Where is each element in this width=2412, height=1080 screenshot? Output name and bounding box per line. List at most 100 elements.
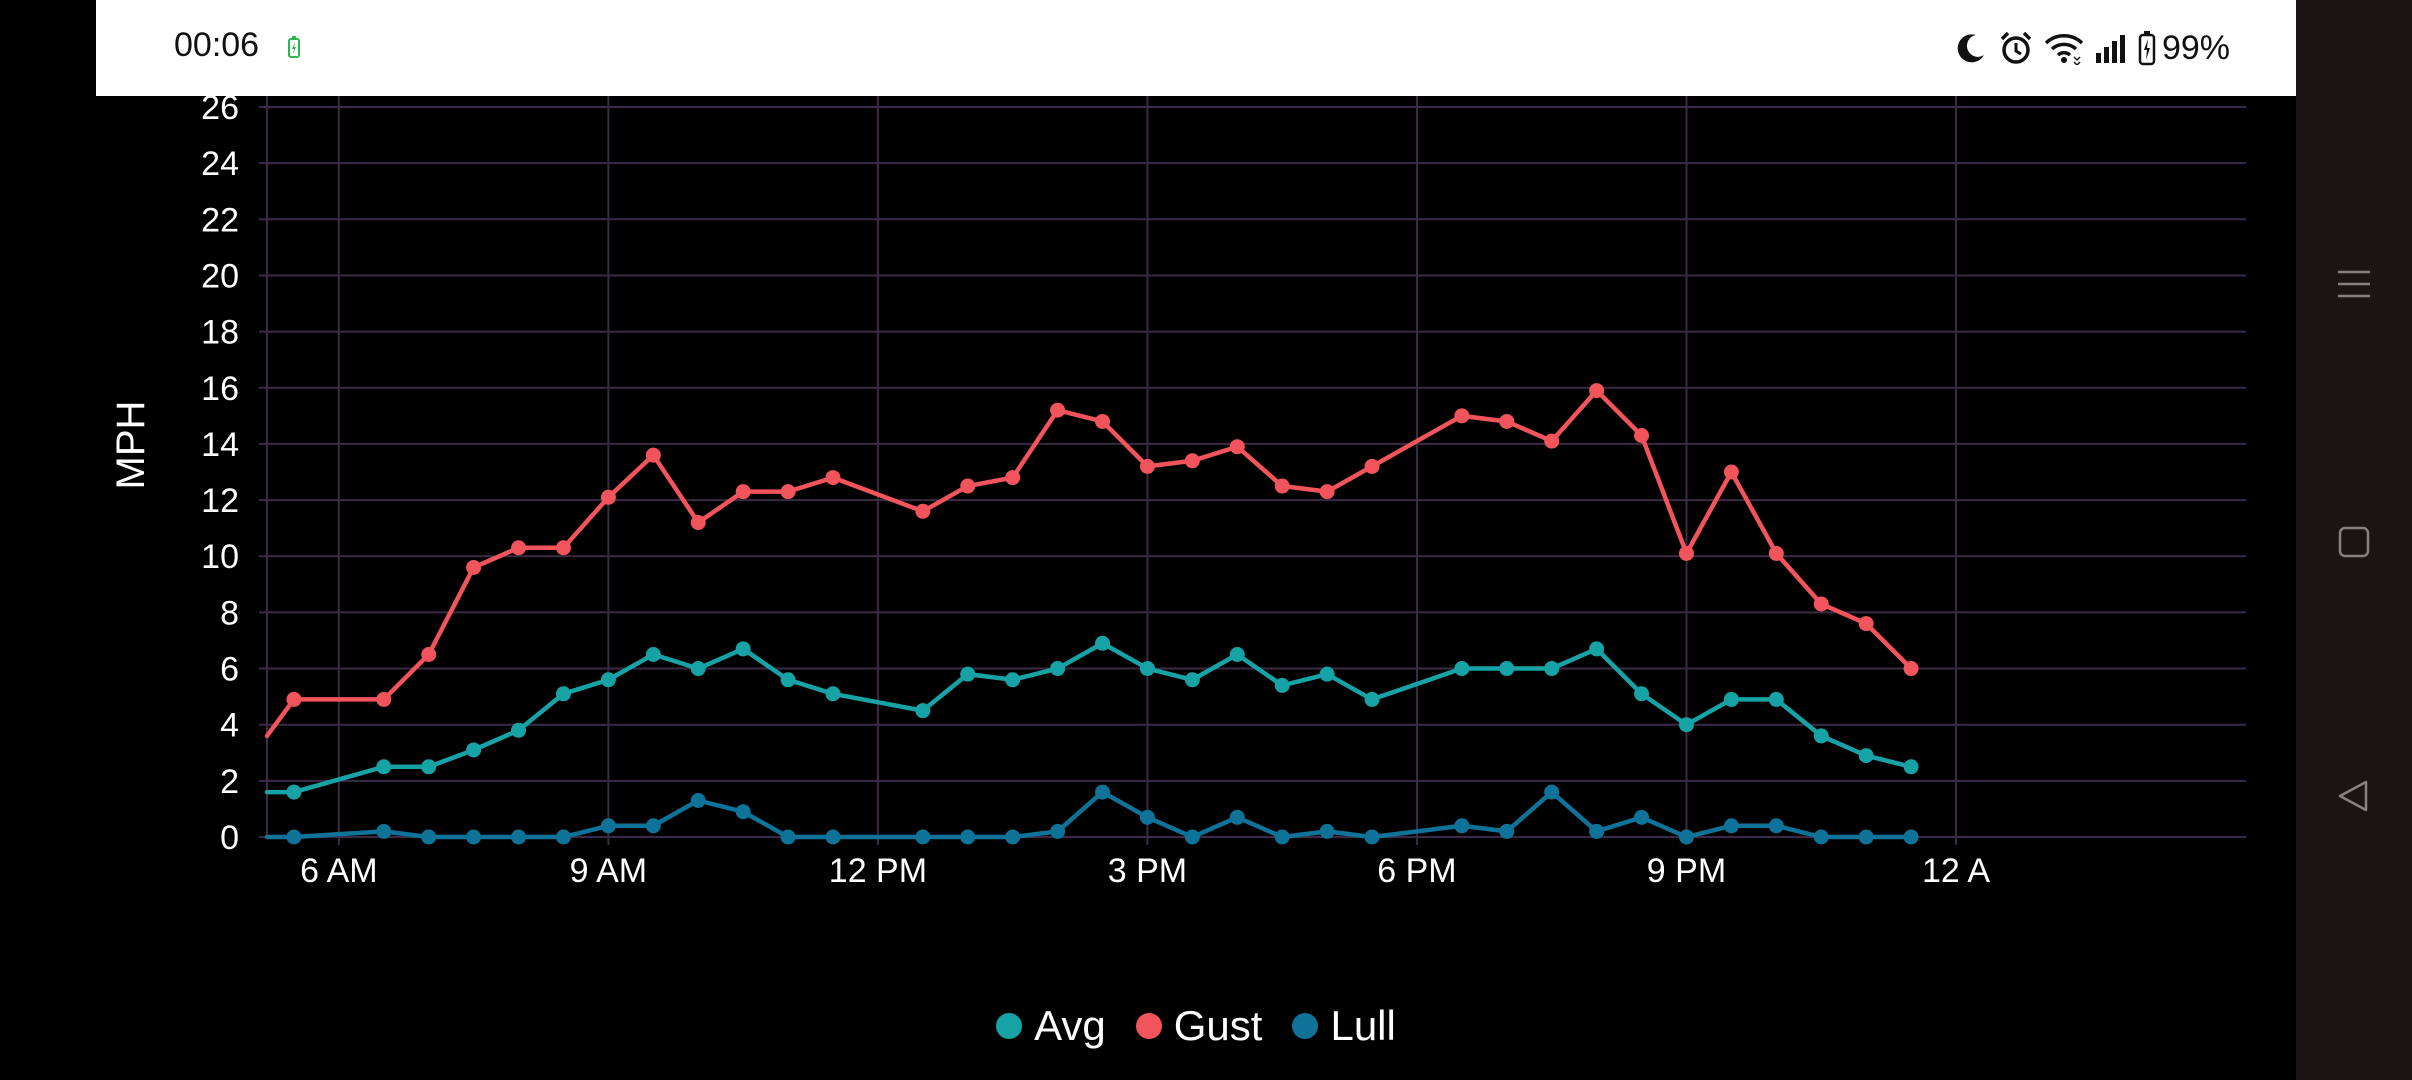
- data-point-lull: [1184, 829, 1200, 845]
- x-tick-label: 12 PM: [829, 852, 927, 890]
- data-point-avg: [1903, 759, 1919, 775]
- data-point-avg: [1768, 691, 1784, 707]
- data-point-avg: [1139, 661, 1155, 677]
- data-point-avg: [690, 661, 706, 677]
- y-tick-label: 12: [201, 482, 239, 520]
- chart-series: [264, 383, 1919, 845]
- y-tick-label: 8: [220, 594, 239, 632]
- home-square-icon[interactable]: [2332, 520, 2376, 564]
- y-tick-label: 0: [220, 819, 239, 857]
- data-point-lull: [780, 829, 796, 845]
- data-point-gust: [511, 540, 527, 556]
- legend-item-avg[interactable]: Avg: [996, 1002, 1106, 1050]
- y-tick-label: 2: [220, 763, 239, 801]
- data-point-gust: [421, 647, 437, 662]
- battery-percentage: 99%: [2161, 28, 2230, 67]
- data-point-avg: [1723, 691, 1739, 707]
- x-tick-label: 6 AM: [300, 852, 377, 890]
- y-tick-label: 6: [220, 651, 239, 689]
- data-point-avg: [421, 759, 437, 775]
- data-point-gust: [555, 540, 571, 556]
- data-point-avg: [1454, 661, 1470, 677]
- data-point-avg: [376, 759, 392, 775]
- data-point-avg: [600, 672, 616, 688]
- series-line-gust: [264, 388, 1914, 739]
- data-point-gust: [376, 691, 392, 707]
- data-point-gust: [1050, 402, 1066, 418]
- data-point-avg: [1184, 672, 1200, 688]
- series-line-lull: [264, 789, 1914, 840]
- data-point-gust: [1229, 439, 1245, 455]
- data-point-gust: [780, 484, 796, 500]
- data-point-lull: [286, 829, 302, 845]
- data-point-lull: [1903, 829, 1919, 845]
- data-point-gust: [825, 470, 841, 486]
- data-point-gust: [1319, 484, 1335, 500]
- chart-grid: [259, 96, 2246, 845]
- y-axis-label: MPH: [109, 401, 153, 490]
- data-point-avg: [915, 703, 931, 719]
- data-point-lull: [960, 829, 976, 845]
- data-point-lull: [1813, 829, 1829, 845]
- data-point-gust: [1005, 470, 1021, 486]
- data-point-gust: [1454, 408, 1470, 424]
- data-point-lull: [1678, 829, 1694, 845]
- data-point-gust: [1139, 458, 1155, 474]
- data-point-lull: [421, 829, 437, 845]
- data-point-lull: [690, 793, 706, 808]
- data-point-lull: [376, 823, 392, 839]
- legend-swatch-gust: [1135, 1013, 1162, 1039]
- data-point-gust: [1813, 596, 1829, 612]
- legend-swatch-lull: [1292, 1013, 1319, 1039]
- data-point-lull: [555, 829, 571, 845]
- data-point-lull: [1095, 784, 1111, 800]
- data-point-gust: [645, 447, 661, 463]
- data-point-lull: [466, 829, 482, 845]
- legend-label-avg: Avg: [1034, 1002, 1106, 1049]
- navigation-bar: [2296, 0, 2412, 1080]
- data-point-gust: [1589, 383, 1605, 399]
- data-point-gust: [1095, 413, 1111, 429]
- data-point-avg: [466, 742, 482, 758]
- x-tick-label: 6 PM: [1377, 852, 1456, 890]
- y-tick-label: 16: [201, 370, 239, 408]
- data-point-avg: [780, 672, 796, 688]
- data-point-gust: [1184, 453, 1200, 469]
- data-point-gust: [1544, 433, 1560, 449]
- menu-icon[interactable]: [2332, 262, 2376, 306]
- data-point-lull: [600, 818, 616, 834]
- data-point-gust: [1499, 413, 1515, 429]
- status-bar: 00:06: [96, 0, 2296, 96]
- data-point-gust: [1903, 661, 1919, 677]
- y-tick-label: 4: [220, 707, 239, 745]
- data-point-gust: [286, 691, 302, 707]
- data-point-avg: [1544, 661, 1560, 677]
- wifi-icon: [2044, 34, 2084, 65]
- data-point-avg: [960, 666, 976, 682]
- signal-icon: [2095, 35, 2125, 63]
- data-point-lull: [1005, 829, 1021, 845]
- data-point-avg: [1319, 666, 1335, 682]
- app-window: 0 2 4 6 8 10 12 14 16 18 20 22 24 26 6 AM 9 AM 12 PM 3 P…: [96, 0, 2296, 1080]
- data-point-lull: [825, 829, 841, 845]
- data-point-avg: [1274, 677, 1290, 693]
- y-tick-label: 18: [201, 314, 239, 352]
- back-triangle-icon[interactable]: [2332, 774, 2376, 818]
- x-tick-label: 9 PM: [1647, 852, 1726, 890]
- data-point-gust: [735, 484, 751, 500]
- x-axis-ticks: 6 AM 9 AM 12 PM 3 PM 6 PM 9 PM 12 A: [300, 852, 1990, 890]
- y-tick-label: 20: [201, 257, 239, 295]
- legend-item-gust[interactable]: Gust: [1135, 1002, 1262, 1050]
- data-point-gust: [600, 489, 616, 505]
- data-point-lull: [1229, 809, 1245, 825]
- series-avg: [264, 635, 1919, 800]
- x-tick-label: 9 AM: [570, 852, 647, 890]
- data-point-avg: [1634, 686, 1650, 702]
- legend-item-lull[interactable]: Lull: [1292, 1002, 1396, 1050]
- data-point-lull: [1589, 823, 1605, 839]
- y-tick-label: 24: [201, 145, 239, 183]
- y-tick-label: 10: [201, 538, 239, 576]
